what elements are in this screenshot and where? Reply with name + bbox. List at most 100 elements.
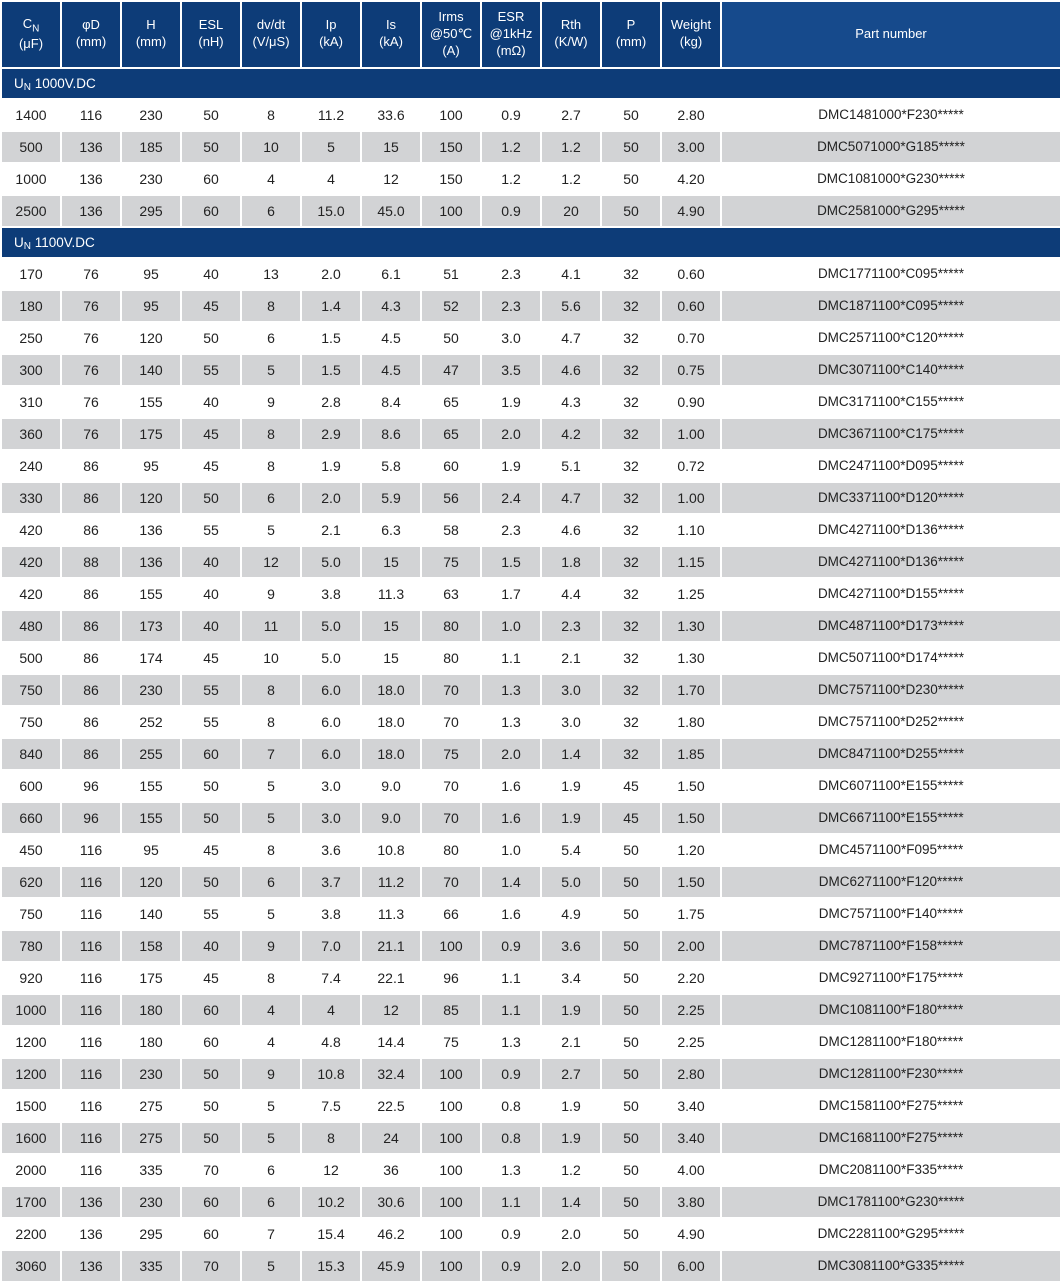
table-cell: DMC9271100*F175***** — [721, 962, 1060, 994]
table-cell: 15 — [361, 642, 421, 674]
table-row: 200011633570612361001.31.2504.00DMC20811… — [1, 1154, 1060, 1186]
table-cell: 3.00 — [661, 131, 721, 163]
table-cell: 14.4 — [361, 1026, 421, 1058]
table-cell: DMC1081000*G230***** — [721, 163, 1060, 195]
table-cell: 96 — [421, 962, 481, 994]
col-header-2: H(mm) — [121, 1, 181, 68]
table-cell: 136 — [61, 1218, 121, 1250]
table-cell: 50 — [601, 131, 661, 163]
table-cell: 46.2 — [361, 1218, 421, 1250]
table-cell: 18.0 — [361, 674, 421, 706]
table-cell: 55 — [181, 514, 241, 546]
table-cell: 45.9 — [361, 1250, 421, 1282]
table-cell: DMC1781100*G230***** — [721, 1186, 1060, 1218]
table-cell: 150 — [421, 163, 481, 195]
table-cell: 80 — [421, 834, 481, 866]
table-cell: 136 — [121, 546, 181, 578]
table-cell: 3.8 — [301, 898, 361, 930]
table-cell: 3.5 — [481, 354, 541, 386]
table-row: 330861205062.05.9562.44.7321.00DMC337110… — [1, 482, 1060, 514]
table-cell: 6 — [241, 1186, 301, 1218]
table-cell: 10.8 — [301, 1058, 361, 1090]
table-cell: 1.30 — [661, 610, 721, 642]
table-cell: 50 — [601, 195, 661, 227]
table-cell: 500 — [1, 642, 61, 674]
table-cell: 100 — [421, 99, 481, 131]
table-cell: 15 — [361, 546, 421, 578]
table-cell: 780 — [1, 930, 61, 962]
table-cell: 1600 — [1, 1122, 61, 1154]
table-cell: 1.9 — [301, 450, 361, 482]
table-cell: 50 — [181, 1122, 241, 1154]
table-cell: 120 — [121, 482, 181, 514]
table-cell: 75 — [421, 546, 481, 578]
table-cell: 3.0 — [301, 802, 361, 834]
table-cell: 3.7 — [301, 866, 361, 898]
table-cell: 116 — [61, 1058, 121, 1090]
table-cell: 50 — [601, 1058, 661, 1090]
table-cell: 5 — [241, 802, 301, 834]
table-cell: 174 — [121, 642, 181, 674]
table-cell: 136 — [61, 1186, 121, 1218]
table-cell: DMC3171100*C155***** — [721, 386, 1060, 418]
table-cell: 45 — [181, 290, 241, 322]
table-cell: 1.2 — [541, 163, 601, 195]
table-cell: 86 — [61, 482, 121, 514]
table-cell: 45 — [181, 642, 241, 674]
table-cell: 40 — [181, 578, 241, 610]
table-cell: 4.8 — [301, 1026, 361, 1058]
table-cell: 5.9 — [361, 482, 421, 514]
table-cell: 24 — [361, 1122, 421, 1154]
table-cell: 60 — [181, 738, 241, 770]
table-cell: 18.0 — [361, 706, 421, 738]
table-cell: 1000 — [1, 163, 61, 195]
table-cell: 55 — [181, 706, 241, 738]
table-cell: DMC4271100*D136***** — [721, 546, 1060, 578]
col-header-5: Ip(kA) — [301, 1, 361, 68]
table-cell: 76 — [61, 290, 121, 322]
table-cell: 50 — [601, 994, 661, 1026]
table-cell: 32 — [601, 386, 661, 418]
table-cell: 40 — [181, 930, 241, 962]
table-cell: 5.0 — [301, 610, 361, 642]
table-cell: 50 — [181, 802, 241, 834]
table-cell: 136 — [61, 131, 121, 163]
table-cell: DMC7871100*F158***** — [721, 930, 1060, 962]
table-cell: 96 — [61, 770, 121, 802]
table-cell: 1.50 — [661, 866, 721, 898]
table-cell: 45.0 — [361, 195, 421, 227]
table-cell: 120 — [121, 322, 181, 354]
table-cell: 1.70 — [661, 674, 721, 706]
table-cell: 620 — [1, 866, 61, 898]
col-header-7: Irms@50℃(A) — [421, 1, 481, 68]
table-cell: 2.1 — [301, 514, 361, 546]
table-cell: 3060 — [1, 1250, 61, 1282]
table-cell: 1.15 — [661, 546, 721, 578]
table-row: 450116954583.610.8801.05.4501.20DMC45711… — [1, 834, 1060, 866]
table-cell: 88 — [61, 546, 121, 578]
table-cell: DMC4571100*F095***** — [721, 834, 1060, 866]
table-cell: 76 — [61, 418, 121, 450]
section-label: UN 1000V.DC — [1, 68, 1060, 99]
table-cell: 1.9 — [541, 1090, 601, 1122]
table-cell: 76 — [61, 258, 121, 290]
table-row: 250761205061.54.5503.04.7320.70DMC257110… — [1, 322, 1060, 354]
table-cell: 4.4 — [541, 578, 601, 610]
table-cell: 1.0 — [481, 834, 541, 866]
table-cell: DMC7571100*D252***** — [721, 706, 1060, 738]
table-cell: 0.9 — [481, 195, 541, 227]
table-cell: 32 — [601, 610, 661, 642]
table-cell: 1.6 — [481, 898, 541, 930]
table-row: 24086954581.95.8601.95.1320.72DMC2471100… — [1, 450, 1060, 482]
table-cell: 47 — [421, 354, 481, 386]
table-cell: DMC1481000*F230***** — [721, 99, 1060, 131]
table-cell: 6 — [241, 1154, 301, 1186]
table-cell: 8 — [301, 1122, 361, 1154]
table-cell: 85 — [421, 994, 481, 1026]
table-cell: 32 — [601, 418, 661, 450]
table-cell: 1.50 — [661, 770, 721, 802]
table-cell: 2.25 — [661, 1026, 721, 1058]
table-row: 170769540132.06.1512.34.1320.60DMC177110… — [1, 258, 1060, 290]
table-cell: 9.0 — [361, 770, 421, 802]
table-cell: 32 — [601, 514, 661, 546]
